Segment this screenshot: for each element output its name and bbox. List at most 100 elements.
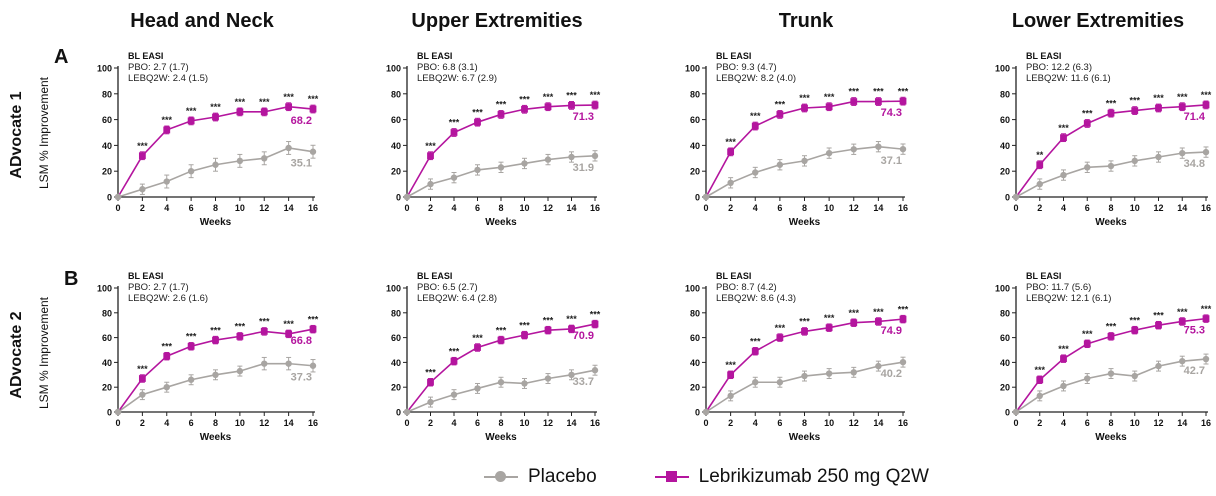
chart-panel: 0 20 40 60 80 100 0 2 4 6 8 10 12 14 16 Weeks BL EASIPBO… — [386, 271, 601, 443]
placebo-point — [1036, 180, 1043, 188]
y-tick-label: 80 — [1000, 89, 1010, 99]
chart-panel: 0 20 40 60 80 100 0 2 4 6 8 10 12 14 16 Weeks BL EASIPBO… — [995, 51, 1212, 228]
placebo-point — [875, 143, 882, 150]
active-point — [874, 98, 882, 105]
y-tick-label: 0 — [695, 193, 700, 203]
legend-placebo-marker — [484, 471, 518, 482]
placebo-point — [568, 371, 575, 378]
placebo-point — [212, 371, 219, 378]
legend-placebo-label: Placebo — [528, 466, 597, 487]
chart-panel: 0 20 40 60 80 100 0 2 4 6 8 10 12 14 16 Weeks BL EASIPBO… — [97, 271, 319, 443]
x-tick-label: 14 — [1177, 203, 1187, 213]
active-point — [187, 342, 195, 350]
placebo-point — [427, 398, 434, 406]
bl-easi-placebo: PBO: 11.7 (5.6) — [1026, 282, 1091, 293]
x-tick-label: 0 — [1013, 418, 1018, 428]
x-tick-label: 14 — [873, 418, 883, 428]
y-tick-label: 20 — [1000, 383, 1010, 393]
significance-stars: *** — [1034, 365, 1045, 375]
significance-stars: *** — [449, 346, 460, 356]
significance-stars: *** — [259, 317, 270, 327]
significance-stars: *** — [1082, 329, 1093, 339]
x-tick-label: 0 — [1013, 203, 1018, 213]
y-tick-label: 100 — [97, 284, 112, 294]
bl-easi-placebo: PBO: 8.7 (4.2) — [716, 282, 777, 293]
y-tick-label: 40 — [391, 141, 401, 151]
active-point — [1107, 109, 1115, 117]
active-point — [187, 117, 195, 125]
significance-stars: *** — [235, 322, 246, 332]
y-tick-label: 0 — [107, 408, 112, 418]
active-point — [568, 102, 575, 109]
x-tick-label: 10 — [519, 418, 529, 428]
active-end-value-label: 74.9 — [881, 325, 902, 337]
active-end-value-label: 66.8 — [291, 335, 312, 347]
significance-stars: *** — [235, 97, 246, 107]
x-tick-label: 6 — [475, 418, 480, 428]
active-point — [1202, 101, 1210, 109]
x-tick-label: 8 — [802, 418, 807, 428]
active-point — [850, 319, 858, 327]
bl-easi-title: BL EASI — [716, 271, 751, 281]
x-axis-title: Weeks — [200, 217, 232, 228]
significance-stars: *** — [496, 325, 507, 335]
placebo-end-value-label: 33.7 — [573, 376, 594, 388]
placebo-point — [1179, 149, 1186, 157]
x-tick-label: 4 — [753, 203, 758, 213]
active-point — [591, 101, 599, 109]
placebo-point — [899, 358, 907, 366]
significance-stars: *** — [543, 92, 554, 102]
x-tick-label: 4 — [753, 418, 758, 428]
x-tick-label: 10 — [824, 203, 834, 213]
significance-stars: *** — [898, 304, 909, 314]
y-tick-label: 20 — [391, 167, 401, 177]
bl-easi-active: LEBQ2W: 6.7 (2.9) — [417, 73, 497, 84]
significance-stars: *** — [210, 325, 221, 335]
significance-stars: *** — [898, 86, 909, 96]
placebo-point — [285, 144, 292, 152]
active-point — [521, 105, 528, 113]
placebo-point — [591, 152, 599, 160]
active-point — [450, 357, 458, 365]
y-tick-label: 80 — [102, 308, 112, 318]
y-tick-label: 100 — [995, 284, 1010, 294]
placebo-point — [727, 392, 734, 400]
active-point — [751, 122, 759, 130]
legend-item-active: Lebrikizumab 250 mg Q2W — [654, 466, 929, 488]
bl-easi-title: BL EASI — [417, 51, 452, 61]
significance-stars: *** — [186, 106, 197, 116]
active-end-value-label: 75.3 — [1184, 325, 1205, 337]
active-point — [776, 334, 784, 341]
active-point — [236, 108, 244, 116]
x-tick-label: 0 — [404, 203, 409, 213]
y-tick-label: 100 — [386, 284, 401, 294]
significance-stars: *** — [848, 308, 859, 318]
active-point — [899, 97, 907, 105]
significance-stars: *** — [161, 341, 172, 351]
bl-easi-title: BL EASI — [128, 271, 163, 281]
x-tick-label: 2 — [1037, 203, 1042, 213]
active-point — [1060, 134, 1067, 142]
x-tick-label: 4 — [164, 203, 169, 213]
significance-stars: *** — [283, 92, 294, 102]
bl-easi-title: BL EASI — [128, 51, 163, 61]
active-point — [1083, 340, 1091, 348]
y-tick-label: 60 — [690, 333, 700, 343]
y-tick-label: 80 — [391, 308, 401, 318]
x-tick-label: 16 — [590, 418, 600, 428]
significance-stars: *** — [308, 94, 319, 104]
y-tick-label: 40 — [391, 358, 401, 368]
placebo-point — [261, 360, 268, 367]
bl-easi-title: BL EASI — [716, 51, 751, 61]
active-point — [850, 98, 858, 105]
y-tick-label: 100 — [97, 64, 112, 74]
x-axis-title: Weeks — [485, 217, 517, 228]
placebo-point — [544, 375, 552, 382]
placebo-point — [521, 160, 528, 167]
x-tick-label: 2 — [140, 418, 145, 428]
active-point — [427, 152, 434, 160]
significance-stars: *** — [1177, 307, 1188, 317]
x-tick-label: 10 — [1130, 203, 1140, 213]
x-tick-label: 14 — [873, 203, 883, 213]
placebo-point — [139, 391, 146, 398]
